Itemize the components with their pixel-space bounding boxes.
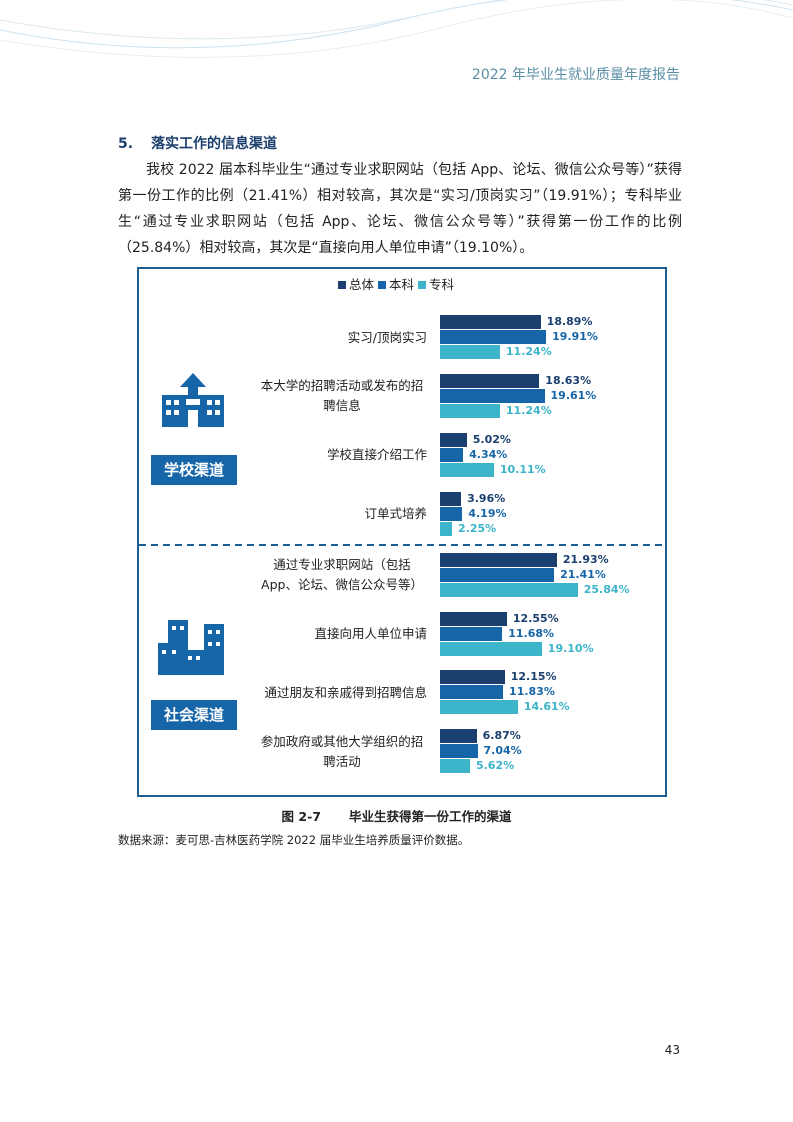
bar	[440, 403, 500, 418]
value-label: 5.02%	[472, 432, 511, 446]
category-label: 通过专业求职网站（包括App、论坛、微信公众号等）	[257, 555, 427, 595]
legend-item: 本科	[378, 277, 414, 293]
chart-decor	[139, 373, 663, 675]
value-label: 4.19%	[468, 506, 507, 520]
bar	[440, 641, 542, 656]
value-label: 12.15%	[510, 670, 557, 684]
category-text: 参加政府或其他大学组织的招聘活动	[260, 733, 424, 769]
bar	[440, 729, 477, 744]
bar	[440, 506, 463, 521]
bar	[440, 521, 452, 536]
value-label: 3.96%	[467, 491, 506, 505]
caption-number: 图 2-7	[281, 809, 321, 824]
bar	[440, 330, 547, 344]
page-number: 43	[664, 1043, 680, 1057]
bar	[440, 462, 494, 477]
section-number: 5.	[118, 136, 134, 152]
header: 2022 年毕业生就业质量年度报告	[471, 67, 680, 83]
value-label: 7.04%	[483, 744, 522, 758]
bar	[440, 626, 503, 641]
category-label: 本大学的招聘活动或发布的招聘信息	[257, 376, 427, 416]
bar	[440, 345, 500, 359]
value-label: 11.24%	[505, 403, 552, 417]
category-label: 通过朋友和亲戚得到招聘信息	[257, 683, 427, 703]
value-label: 19.91%	[552, 330, 598, 343]
legend-swatch	[378, 281, 386, 289]
bar	[440, 582, 578, 597]
value-label: 25.84%	[583, 582, 630, 596]
bar	[440, 685, 504, 700]
value-label: 12.55%	[512, 611, 559, 625]
paragraph: 我校 2022 届本科毕业生“通过专业求职网站（包括 App、论坛、微信公众号等…	[118, 162, 682, 256]
decor-waves	[0, 0, 793, 58]
category-label: 参加政府或其他大学组织的招聘活动	[257, 732, 427, 772]
chart: 总体 本科 专科 学校渠道 社会渠道 实习/顶岗实习 18.89% 19.91% 11.24% 本…	[151, 277, 630, 774]
bar	[440, 700, 518, 715]
city-icon	[158, 620, 224, 675]
value-label: 21.93%	[562, 552, 609, 566]
value-label: 4.34%	[469, 447, 508, 461]
legend-swatch	[418, 281, 426, 289]
category-label: 直接向用人单位申请	[257, 624, 427, 644]
category-text: 通过专业求职网站（包括App、论坛、微信公众号等）	[261, 557, 423, 593]
category-label: 实习/顶岗实习	[257, 328, 427, 348]
value-label: 6.87%	[482, 729, 521, 743]
figure-caption: 图 2-7 毕业生获得第一份工作的渠道	[0, 806, 793, 825]
legend-label: 专科	[429, 277, 455, 292]
value-label: 18.89%	[546, 315, 593, 328]
legend-item: 专科	[418, 277, 454, 293]
bar	[440, 447, 464, 462]
value-label: 18.63%	[545, 373, 592, 387]
chart-frame	[137, 267, 667, 797]
category-text: 直接向用人单位申请	[314, 626, 427, 641]
category-text: 通过朋友和亲戚得到招聘信息	[264, 684, 427, 700]
value-label: 10.11%	[499, 462, 546, 476]
bar	[440, 373, 540, 388]
value-label: 21.41%	[560, 567, 606, 581]
value-label: 11.83%	[509, 685, 555, 699]
category-text: 实习/顶岗实习	[347, 329, 427, 345]
legend-label: 本科	[389, 277, 415, 292]
category-text: 订单式培养	[364, 506, 427, 522]
group-label: 学校渠道	[151, 455, 237, 485]
value-label: 11.68%	[508, 626, 555, 640]
category-text: 学校直接介绍工作	[326, 447, 427, 463]
category-label: 订单式培养	[257, 504, 427, 524]
bar	[440, 759, 470, 774]
bar	[440, 552, 557, 567]
section-heading: 5. 落实工作的信息渠道	[118, 133, 277, 153]
legend-label: 总体	[349, 277, 375, 292]
value-label: 14.61%	[523, 700, 570, 714]
bar	[440, 388, 545, 403]
source-note: 数据来源：麦可思-吉林医药学院 2022 届毕业生培养质量评价数据。	[118, 833, 470, 847]
legend-item: 总体	[338, 277, 374, 293]
caption-title: 毕业生获得第一份工作的渠道	[348, 809, 512, 824]
bar	[440, 567, 555, 582]
value-label: 2.25%	[457, 521, 497, 535]
bar	[440, 491, 462, 506]
value-label: 5.62%	[475, 759, 515, 773]
section-title: 落实工作的信息渠道	[151, 136, 278, 152]
bar	[440, 670, 505, 685]
school-icon	[162, 373, 224, 427]
value-label: 19.10%	[547, 641, 594, 655]
bar	[440, 315, 541, 329]
category-text: 本大学的招聘活动或发布的招聘信息	[260, 378, 424, 414]
value-label: 19.61%	[550, 388, 597, 402]
bar	[440, 432, 467, 447]
bar	[440, 611, 507, 626]
group-label: 社会渠道	[151, 700, 237, 730]
category-label: 学校直接介绍工作	[257, 445, 427, 465]
value-label: 11.24%	[505, 345, 552, 358]
bar	[440, 744, 478, 759]
legend-swatch	[338, 281, 346, 289]
